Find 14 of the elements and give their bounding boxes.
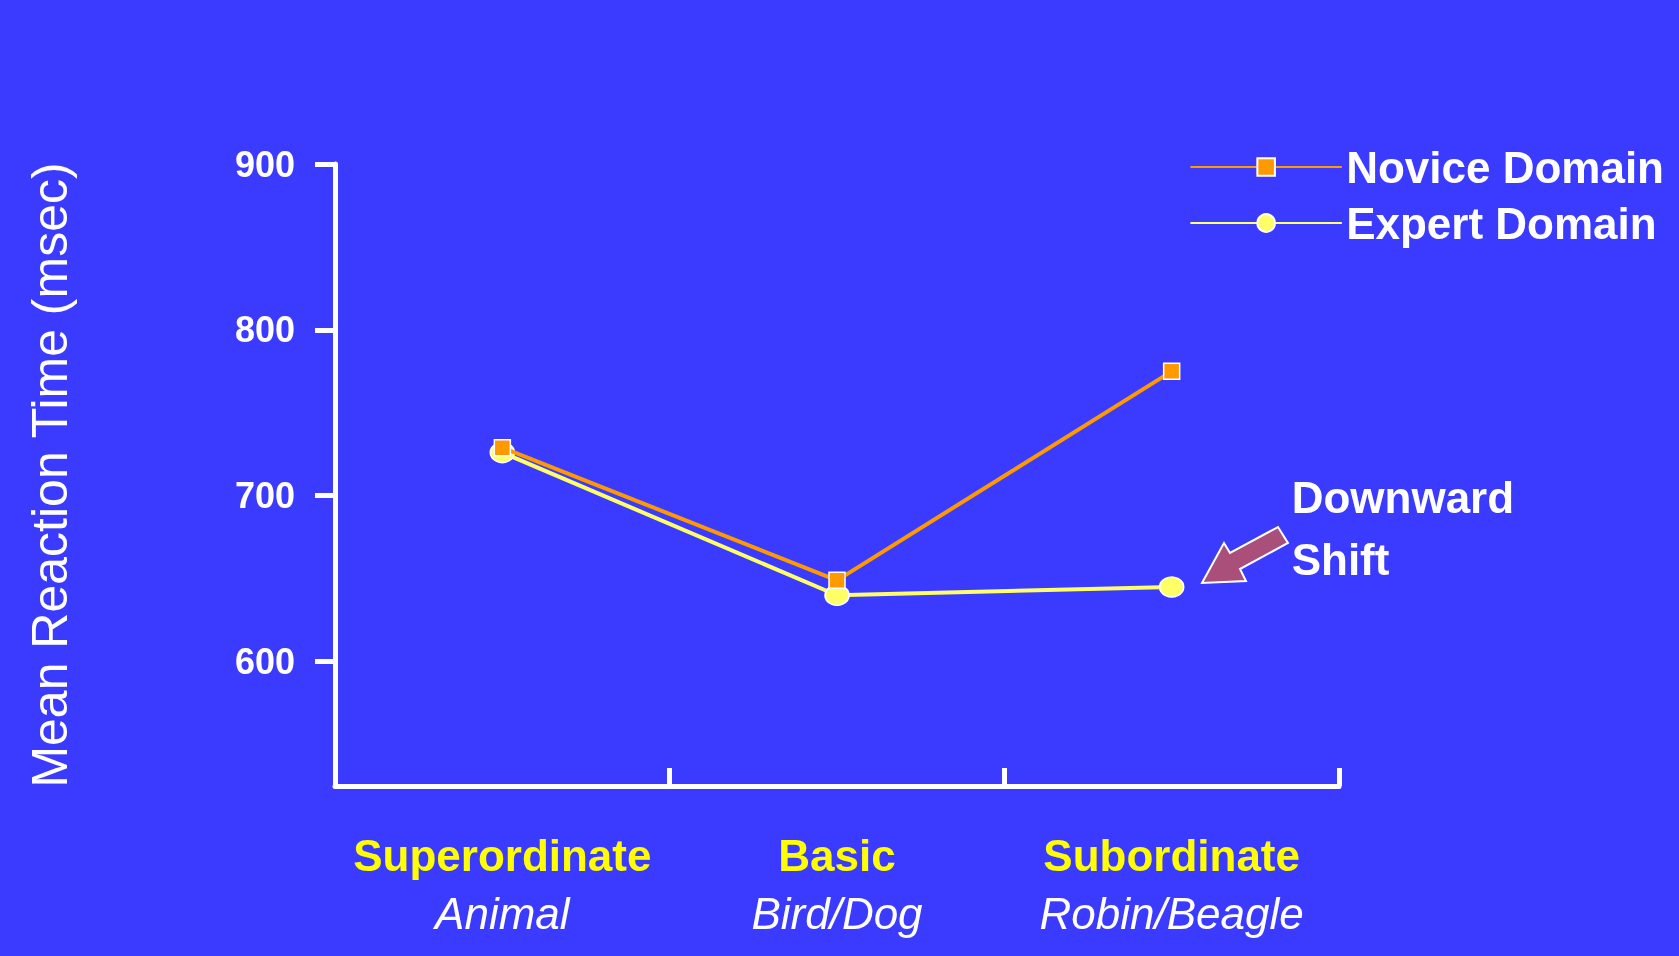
y-tick-label: 900 [234,143,295,185]
x-tick-label: Subordinate Robin/Beagle [1039,830,1304,938]
y-tick-label: 600 [234,641,295,683]
point [828,571,846,590]
point [1158,576,1185,598]
y-tick-label: 700 [234,475,295,517]
x-tick-label: Basic Bird/Dog [751,830,924,938]
legend-label: Novice Domain [1346,142,1665,192]
point [1162,362,1181,381]
annotation: Downward Shift [1291,473,1515,585]
y-axis-title: Mean Reaction Time (msec) [22,162,78,788]
y-tick-label: 800 [234,309,295,351]
x-tick-label: Superordinate Animal [353,830,652,938]
legend-label: Expert Domain [1346,198,1657,248]
